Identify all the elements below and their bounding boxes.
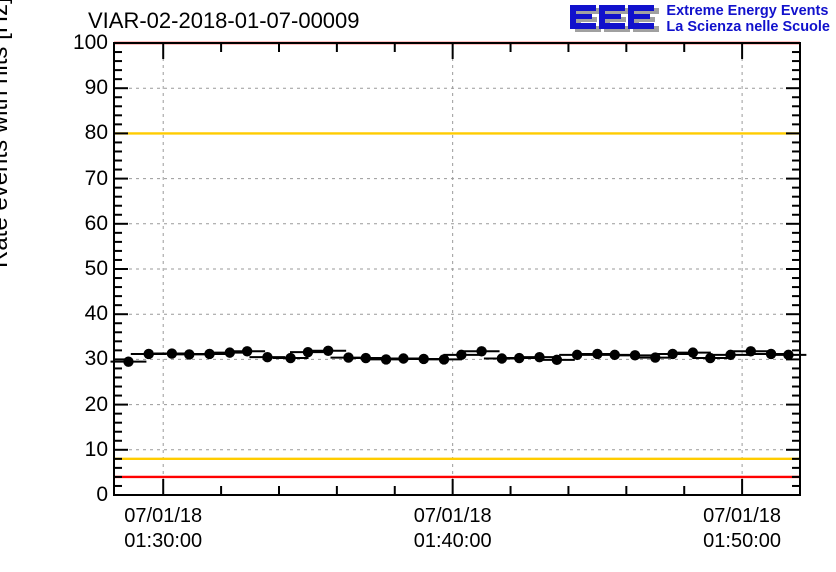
- y-axis-tick-label: 40: [84, 302, 108, 326]
- data-point-marker: [476, 346, 487, 357]
- data-point-marker: [609, 349, 620, 361]
- data-point-marker: [496, 353, 508, 364]
- data-point-marker: [667, 348, 678, 360]
- data-point-marker: [418, 353, 429, 365]
- eee-logo-mark-icon: [568, 3, 660, 37]
- data-point-marker: [725, 349, 736, 361]
- data-point-marker: [184, 349, 195, 360]
- x-axis-tick-time: 01:40:00: [413, 530, 492, 552]
- x-axis-tick-time: 01:50:00: [703, 530, 782, 552]
- eee-logo-line1: Extreme Energy Events: [666, 3, 829, 20]
- data-point-marker: [438, 354, 450, 365]
- x-axis-tick-date: 07/01/18: [413, 505, 492, 527]
- data-point-marker: [123, 356, 134, 367]
- data-point-marker: [534, 351, 545, 363]
- x-axis-tick-date: 07/01/18: [124, 505, 203, 527]
- x-axis-tick-time: 01:30:00: [124, 530, 203, 552]
- data-point-marker: [380, 354, 392, 365]
- x-axis-tick-label: 07/01/18 01:50:00: [667, 504, 817, 554]
- eee-logo-line2: La Scienza nelle Scuole: [666, 19, 830, 35]
- x-axis-tick-label: 07/01/18 01:30:00: [88, 504, 238, 554]
- y-axis-tick-labels: 0 10 20 30 40 50 60 70 80 90 100: [0, 0, 108, 572]
- data-point-marker: [204, 348, 215, 360]
- page-title: VIAR-02-2018-01-07-00009: [88, 8, 360, 33]
- eee-logo: Extreme Energy Events La Scienza nelle S…: [568, 3, 830, 37]
- data-point-marker: [765, 348, 777, 360]
- data-point-marker: [143, 348, 154, 360]
- data-point-marker: [650, 352, 661, 363]
- y-axis-tick-label: 30: [84, 347, 108, 371]
- data-point-marker: [456, 349, 467, 361]
- data-point-marker: [224, 347, 235, 358]
- y-axis-tick-label: 100: [72, 31, 108, 54]
- y-axis-tick-label: 50: [84, 257, 108, 280]
- y-axis-tick-label: 80: [84, 121, 108, 145]
- eee-logo-text: Extreme Energy Events La Scienza nelle S…: [666, 4, 830, 35]
- data-point-marker: [302, 346, 314, 358]
- y-axis-tick-label: 90: [84, 76, 108, 100]
- data-point-marker: [687, 347, 699, 358]
- x-axis-tick-date: 07/01/18: [703, 505, 782, 527]
- y-axis-tick-label: 0: [96, 483, 108, 506]
- x-axis-tick-label: 07/01/18 01:40:00: [378, 504, 528, 554]
- data-point-marker: [262, 351, 273, 363]
- data-point-marker: [322, 345, 334, 357]
- y-axis-tick-label: 60: [84, 211, 108, 235]
- y-axis-tick-label: 20: [84, 392, 108, 416]
- data-point-marker: [241, 346, 253, 357]
- y-axis-tick-label: 10: [84, 437, 108, 461]
- data-point-marker: [343, 352, 354, 363]
- data-point-marker: [571, 349, 583, 361]
- data-point-marker: [285, 352, 296, 364]
- y-axis-tick-label: 70: [84, 166, 108, 190]
